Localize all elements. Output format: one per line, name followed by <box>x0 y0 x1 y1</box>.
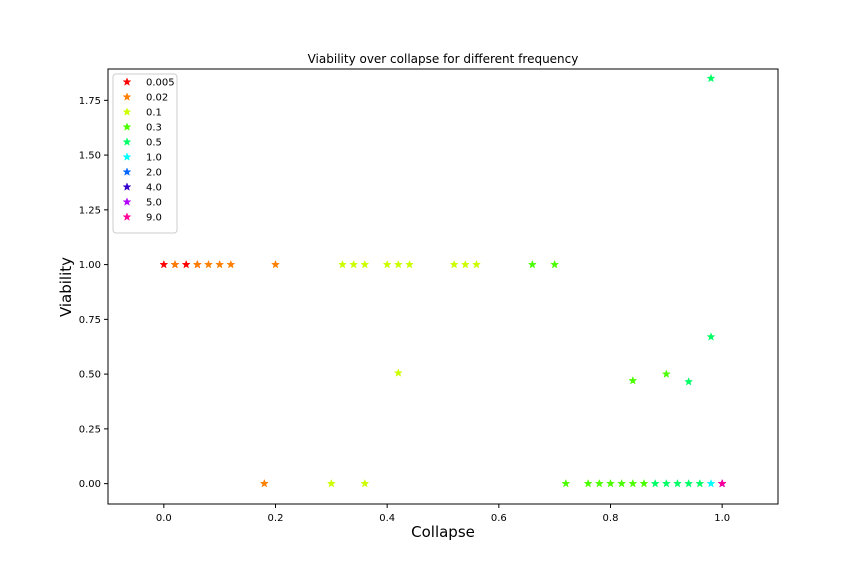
data-point <box>226 259 236 269</box>
y-tick-label: 0.25 <box>79 424 101 435</box>
y-tick-label: 1.50 <box>79 151 101 162</box>
legend-marker <box>122 122 132 131</box>
legend-marker <box>122 137 132 146</box>
data-point <box>271 259 280 269</box>
legend-marker <box>122 167 132 176</box>
y-tick-label: 0.00 <box>79 479 101 490</box>
legend-label: 2.0 <box>146 168 162 179</box>
data-point <box>472 259 481 269</box>
y-tick-label: 0.50 <box>79 370 101 381</box>
legend-label: 0.5 <box>146 138 162 149</box>
data-points <box>159 73 727 488</box>
legend-label: 0.005 <box>146 78 175 89</box>
data-point <box>684 478 694 488</box>
series-0.1 <box>326 259 481 488</box>
data-point <box>695 478 705 488</box>
y-tick-label: 1.25 <box>79 205 101 216</box>
data-point <box>405 259 414 269</box>
legend-label: 4.0 <box>146 183 162 194</box>
data-point <box>159 259 169 269</box>
legend-marker <box>122 182 132 191</box>
legend-label: 5.0 <box>146 198 162 209</box>
chart-title: Viability over collapse for different fr… <box>308 52 579 66</box>
legend-marker <box>122 152 132 161</box>
legend-marker <box>122 92 132 101</box>
legend-label: 1.0 <box>146 153 162 164</box>
data-point <box>550 259 560 269</box>
series-1.0 <box>706 478 716 488</box>
data-point <box>561 478 571 488</box>
data-point <box>215 259 225 269</box>
series-0.02 <box>170 259 280 488</box>
data-point <box>583 478 593 488</box>
data-point <box>259 478 269 488</box>
y-tick-label: 0.75 <box>79 315 101 326</box>
data-point <box>706 332 716 341</box>
legend-label: 0.1 <box>146 108 162 119</box>
legend-marker <box>122 77 132 86</box>
y-axis-ticks: 0.00 0.25 0.50 0.75 1.00 1.25 1.50 1.75 <box>79 96 108 490</box>
legend: 0.005 0.02 0.1 0.3 0.5 1.0 2.0 4.0 5.0 9.0 <box>112 73 178 234</box>
legend-marker <box>122 197 132 206</box>
legend-marker <box>122 212 132 221</box>
y-axis-label: Viability <box>57 257 75 317</box>
data-point <box>606 478 615 488</box>
data-point <box>673 478 682 488</box>
data-point <box>192 259 202 269</box>
series-0.3 <box>527 259 671 488</box>
data-point <box>717 478 727 488</box>
data-point <box>170 259 180 269</box>
y-tick-label: 1.00 <box>79 260 101 271</box>
legend-marker <box>122 107 132 116</box>
data-point <box>360 478 370 488</box>
data-point <box>449 259 459 269</box>
legend-label: 0.3 <box>146 123 162 134</box>
data-point <box>594 478 604 488</box>
x-tick-label: 0.2 <box>268 513 284 524</box>
data-point <box>639 478 649 488</box>
x-tick-label: 0.0 <box>156 513 172 524</box>
data-point <box>326 478 336 488</box>
data-point <box>628 478 638 488</box>
data-point <box>617 478 627 488</box>
series-0.5 <box>650 73 716 488</box>
data-point <box>650 478 660 488</box>
data-point <box>393 368 403 377</box>
data-point <box>684 377 694 386</box>
series-9.0 <box>717 478 727 488</box>
data-point <box>349 259 359 269</box>
plot-area-frame <box>107 68 779 505</box>
data-point <box>382 259 392 269</box>
x-tick-label: 0.8 <box>603 513 619 524</box>
data-point <box>338 259 347 269</box>
legend-label: 0.02 <box>146 93 168 104</box>
x-axis-label: Collapse <box>411 523 475 541</box>
x-tick-label: 1.0 <box>714 513 730 524</box>
data-point <box>204 259 213 269</box>
data-point <box>460 259 470 269</box>
legend-label: 9.0 <box>146 213 162 224</box>
data-point <box>360 259 370 269</box>
x-tick-label: 0.4 <box>379 513 395 524</box>
data-point <box>527 259 537 269</box>
data-point <box>661 478 671 488</box>
data-point <box>628 375 638 385</box>
y-tick-label: 1.75 <box>79 96 101 107</box>
data-point <box>706 73 716 83</box>
data-point <box>181 259 191 269</box>
x-tick-label: 0.6 <box>491 513 507 524</box>
data-point <box>706 478 716 488</box>
x-axis-ticks: 0.0 0.2 0.4 0.6 0.8 1.0 <box>156 504 730 524</box>
data-point <box>393 259 403 269</box>
data-point <box>661 369 671 378</box>
